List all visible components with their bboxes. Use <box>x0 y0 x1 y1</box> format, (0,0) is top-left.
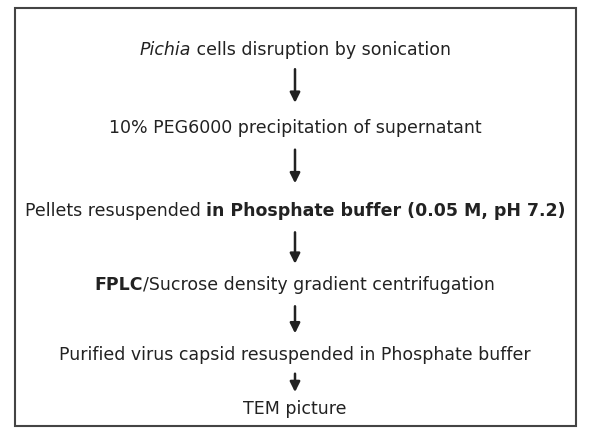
Text: Pichia: Pichia <box>139 41 191 59</box>
Text: Purified virus capsid resuspended in Phosphate buffer: Purified virus capsid resuspended in Pho… <box>59 345 531 363</box>
Text: /Sucrose density gradient centrifugation: /Sucrose density gradient centrifugation <box>143 275 495 293</box>
Text: FPLC: FPLC <box>95 275 143 293</box>
Text: in Phosphate buffer (0.05 M, pH 7.2): in Phosphate buffer (0.05 M, pH 7.2) <box>206 201 565 220</box>
Text: TEM picture: TEM picture <box>243 399 347 417</box>
Text: Pellets resuspended: Pellets resuspended <box>25 201 206 220</box>
Text: cells disruption by sonication: cells disruption by sonication <box>191 41 451 59</box>
Text: 10% PEG6000 precipitation of supernatant: 10% PEG6000 precipitation of supernatant <box>109 119 481 137</box>
